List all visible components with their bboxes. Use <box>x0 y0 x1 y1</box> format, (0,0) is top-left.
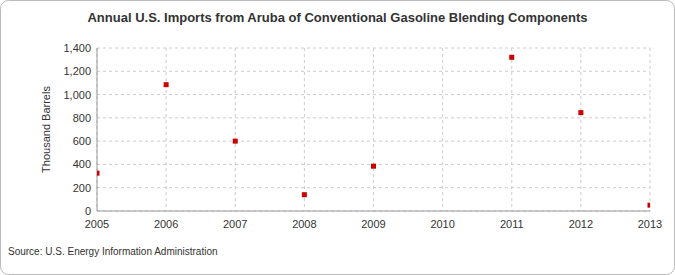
y-grid-line <box>97 117 650 118</box>
point <box>578 110 583 115</box>
x-grid-line <box>373 48 374 211</box>
y-tick-label: 1,000 <box>63 89 91 101</box>
point <box>371 164 376 169</box>
point <box>302 192 307 197</box>
y-grid-line <box>97 211 650 212</box>
y-axis <box>97 48 98 211</box>
x-tick-label: 2006 <box>154 218 178 230</box>
x-grid-line <box>235 48 236 211</box>
x-tick-label: 2008 <box>292 218 316 230</box>
x-grid-line <box>580 48 581 211</box>
y-tick-label: 800 <box>73 112 91 124</box>
y-grid-line <box>97 71 650 72</box>
point <box>509 55 514 60</box>
chart: Annual U.S. Imports from Aruba of Conven… <box>0 0 675 275</box>
y-tick-label: 1,400 <box>63 42 91 54</box>
x-grid-line <box>166 48 167 211</box>
x-grid-line <box>97 48 98 211</box>
x-tick-label: 2012 <box>569 218 593 230</box>
x-tick-label: 2010 <box>430 218 454 230</box>
point <box>164 82 169 87</box>
y-tick-label: 400 <box>73 158 91 170</box>
y-tick-label: 1,200 <box>63 65 91 77</box>
x-tick-label: 2007 <box>223 218 247 230</box>
x-tick-label: 2005 <box>85 218 109 230</box>
x-grid-line <box>511 48 512 211</box>
x-tick-label: 2011 <box>500 218 524 230</box>
x-grid-line <box>442 48 443 211</box>
x-grid-line <box>304 48 305 211</box>
y-tick-label: 0 <box>85 205 91 217</box>
point <box>648 203 651 208</box>
point <box>97 171 100 176</box>
x-axis <box>97 211 650 212</box>
points <box>97 55 650 208</box>
x-tick-label: 2013 <box>638 218 662 230</box>
title: Annual U.S. Imports from Aruba of Conven… <box>87 10 587 25</box>
point <box>233 139 238 144</box>
y-tick-label: 200 <box>73 182 91 194</box>
x-tick-label: 2009 <box>361 218 385 230</box>
background <box>1 1 675 275</box>
y-grid-line <box>97 94 650 95</box>
chart-container: Annual U.S. Imports from Aruba of Conven… <box>0 0 675 275</box>
x-grid-line <box>650 48 651 211</box>
source: Source: U.S. Energy Information Administ… <box>8 246 218 257</box>
y-tick-label: 600 <box>73 135 91 147</box>
y-axis-label: Thousand Barrels <box>40 86 52 173</box>
